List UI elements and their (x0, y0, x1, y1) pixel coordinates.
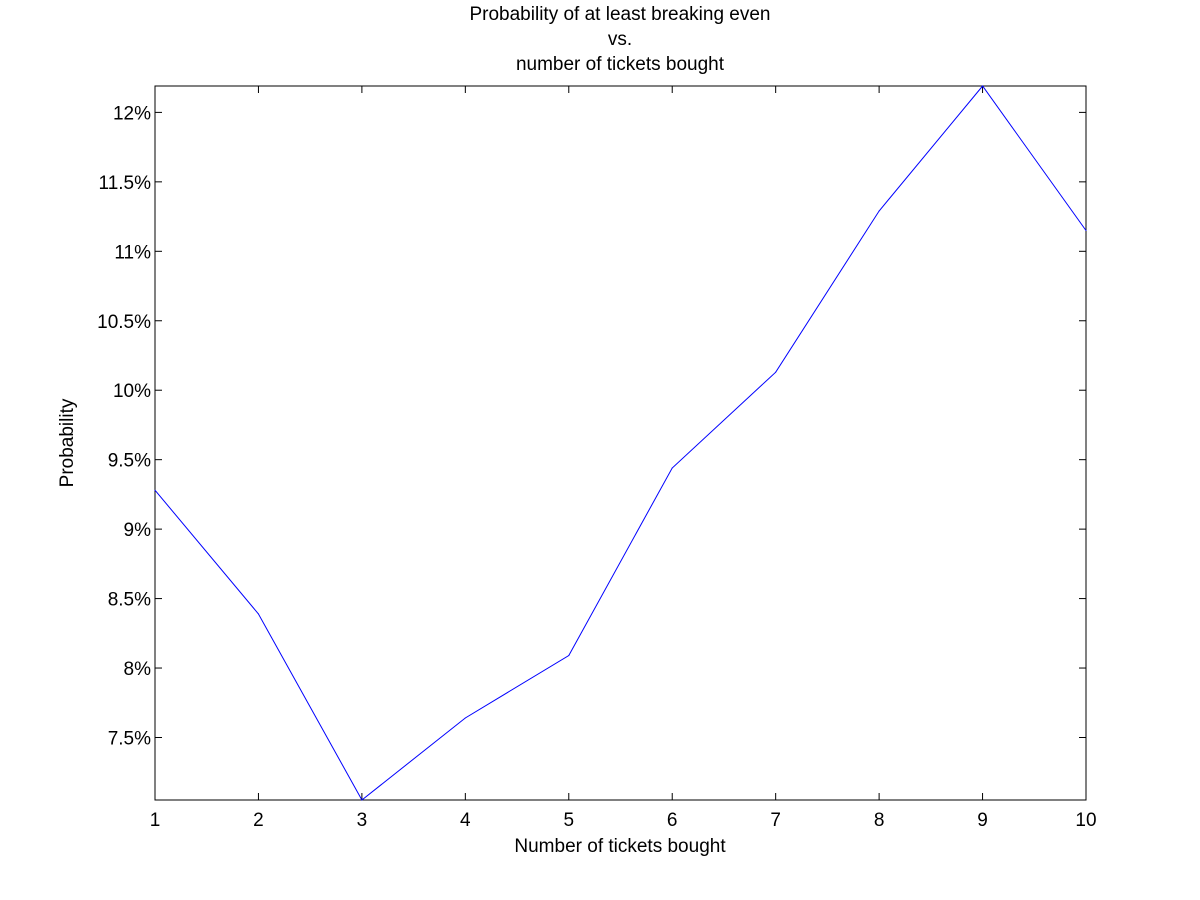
x-tick-label: 1 (150, 810, 161, 831)
x-tick-label: 9 (977, 810, 988, 831)
y-tick-label: 10.5% (97, 312, 151, 333)
y-tick-label: 7.5% (108, 728, 151, 749)
data-point (154, 489, 156, 491)
series-line (154, 85, 1087, 801)
data-point (671, 467, 673, 469)
data-point (775, 371, 777, 373)
data-point (361, 799, 363, 801)
chart-title-line-2: vs. (607, 29, 633, 50)
x-axis: 1 2 3 4 5 6 7 8 9 10 (150, 86, 1097, 831)
y-tick-label: 11% (114, 242, 151, 263)
x-tick-label: 6 (667, 810, 678, 831)
y-tick-label: 10% (113, 381, 151, 402)
y-tick-label: 9% (124, 520, 152, 541)
chart-title-line-1: Probability of at least breaking even (469, 4, 771, 25)
x-tick-label: 4 (460, 810, 471, 831)
y-tick-label: 11.5% (99, 173, 152, 194)
y-axis: 7.5% 8% 8.5% 9% 9.5% 10% 10.5% 11% 11.5% 12% (97, 103, 1086, 749)
x-tick-label: 7 (770, 810, 781, 831)
data-point (1085, 229, 1087, 231)
data-points (154, 85, 1087, 801)
data-point (878, 210, 880, 212)
x-axis-label: Number of tickets bought (514, 836, 726, 857)
data-point (982, 85, 984, 87)
chart-title: Probability of at least breaking even vs… (0, 2, 1200, 77)
plot-area (154, 85, 1087, 801)
chart-title-line-3: number of tickets bought (515, 54, 725, 75)
data-point (464, 717, 466, 719)
x-tick-label: 2 (253, 810, 264, 831)
data-point (568, 655, 570, 657)
y-tick-label: 8.5% (108, 590, 151, 611)
x-tick-label: 5 (563, 810, 574, 831)
x-tick-label: 10 (1075, 810, 1096, 831)
y-tick-label: 9.5% (108, 451, 151, 472)
y-tick-label: 12% (113, 103, 151, 124)
y-tick-label: 8% (124, 659, 152, 680)
x-tick-label: 3 (357, 810, 368, 831)
x-tick-label: 8 (874, 810, 885, 831)
data-point (257, 613, 259, 615)
